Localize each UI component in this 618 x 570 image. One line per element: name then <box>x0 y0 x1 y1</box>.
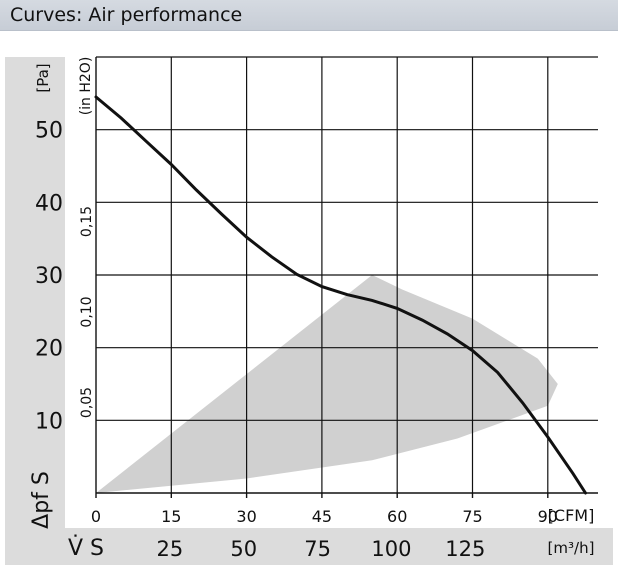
x-tick-cfm-30: 30 <box>236 507 256 526</box>
left-axis-band <box>5 57 65 565</box>
y-axis-symbol: Δpf S <box>29 471 54 529</box>
y-tick-inh2o-0,15: 0,15 <box>79 206 95 237</box>
x-axis-symbol: V̇ S <box>68 535 104 561</box>
bottom-axis-band <box>5 528 613 565</box>
chart-title: Curves: Air performance <box>10 4 243 26</box>
x-tick-cfm-15: 15 <box>161 507 181 526</box>
y-tick-pa-40: 40 <box>35 191 63 216</box>
y-tick-inh2o-0,10: 0,10 <box>79 296 95 327</box>
x-tick-cfm-45: 45 <box>312 507 332 526</box>
y-tick-pa-10: 10 <box>35 409 63 434</box>
y-tick-inh2o-0,05: 0,05 <box>79 387 95 418</box>
x-tick-m3h-50: 50 <box>230 537 257 561</box>
y-unit-inh2o: (in H2O) <box>78 57 94 116</box>
x-unit-cfm: [CFM] <box>548 506 595 525</box>
y-tick-pa-20: 20 <box>35 337 63 362</box>
performance-curve-0 <box>94 95 587 495</box>
operating-region <box>96 275 558 493</box>
y-tick-pa-30: 30 <box>35 264 63 289</box>
y-unit-pa: [Pa] <box>34 63 52 92</box>
y-tick-pa-50: 50 <box>35 119 63 144</box>
x-tick-cfm-0: 0 <box>91 507 101 526</box>
x-tick-m3h-75: 75 <box>304 537 331 561</box>
x-unit-m3h: [m³/h] <box>548 539 595 557</box>
x-tick-m3h-100: 100 <box>371 537 411 561</box>
x-tick-m3h-25: 25 <box>156 537 183 561</box>
x-tick-cfm-60: 60 <box>387 507 407 526</box>
x-tick-m3h-125: 125 <box>445 537 485 561</box>
title-bar: Curves: Air performance <box>0 0 618 31</box>
x-tick-cfm-90: 90 <box>538 507 558 526</box>
x-tick-cfm-75: 75 <box>462 507 482 526</box>
